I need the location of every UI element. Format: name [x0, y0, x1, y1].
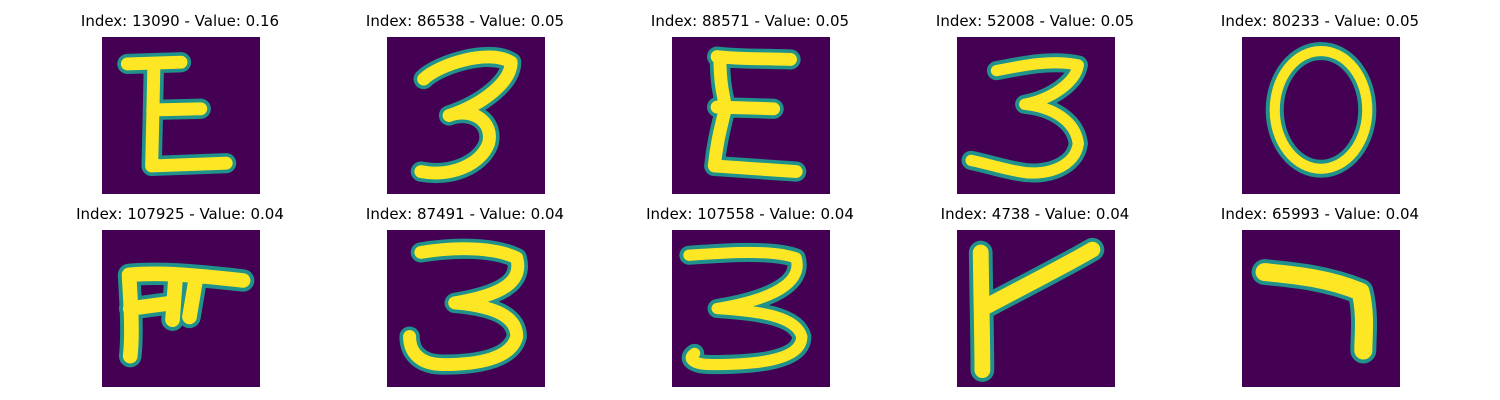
digit-image-3 [672, 230, 830, 387]
digit-image-3 [957, 37, 1115, 194]
digit-image-o [1242, 37, 1400, 194]
panel-1: Index: 13090 - Value: 0.16 [50, 12, 310, 202]
panel-title: Index: 107925 - Value: 0.04 [76, 205, 284, 223]
panel-8: Index: 107558 - Value: 0.04 [620, 205, 880, 395]
digit-image-3 [387, 37, 545, 194]
panel-title: Index: 13090 - Value: 0.16 [80, 12, 280, 30]
panel-4: Index: 52008 - Value: 0.05 [905, 12, 1165, 202]
panel-9: Index: 4738 - Value: 0.04 [905, 205, 1165, 395]
panel-2: Index: 86538 - Value: 0.05 [335, 12, 595, 202]
panel-6: Index: 107925 - Value: 0.04 [50, 205, 310, 395]
digit-image-e [672, 37, 830, 194]
digit-image-f [102, 230, 260, 387]
panel-title: Index: 4738 - Value: 0.04 [940, 205, 1130, 223]
panel-title: Index: 86538 - Value: 0.05 [365, 12, 565, 30]
panel-title: Index: 87491 - Value: 0.04 [365, 205, 565, 223]
digit-image-e [102, 37, 260, 194]
panel-5: Index: 80233 - Value: 0.05 [1190, 12, 1450, 202]
panel-title: Index: 88571 - Value: 0.05 [650, 12, 850, 30]
panel-title: Index: 65993 - Value: 0.04 [1220, 205, 1420, 223]
digit-image-7 [1242, 230, 1400, 387]
panel-title: Index: 80233 - Value: 0.05 [1220, 12, 1420, 30]
digit-image-3 [387, 230, 545, 387]
panel-7: Index: 87491 - Value: 0.04 [335, 205, 595, 395]
panel-title: Index: 107558 - Value: 0.04 [646, 205, 854, 223]
panel-3: Index: 88571 - Value: 0.05 [620, 12, 880, 202]
panel-title: Index: 52008 - Value: 0.05 [935, 12, 1135, 30]
panel-10: Index: 65993 - Value: 0.04 [1190, 205, 1450, 395]
digit-image-r [957, 230, 1115, 387]
